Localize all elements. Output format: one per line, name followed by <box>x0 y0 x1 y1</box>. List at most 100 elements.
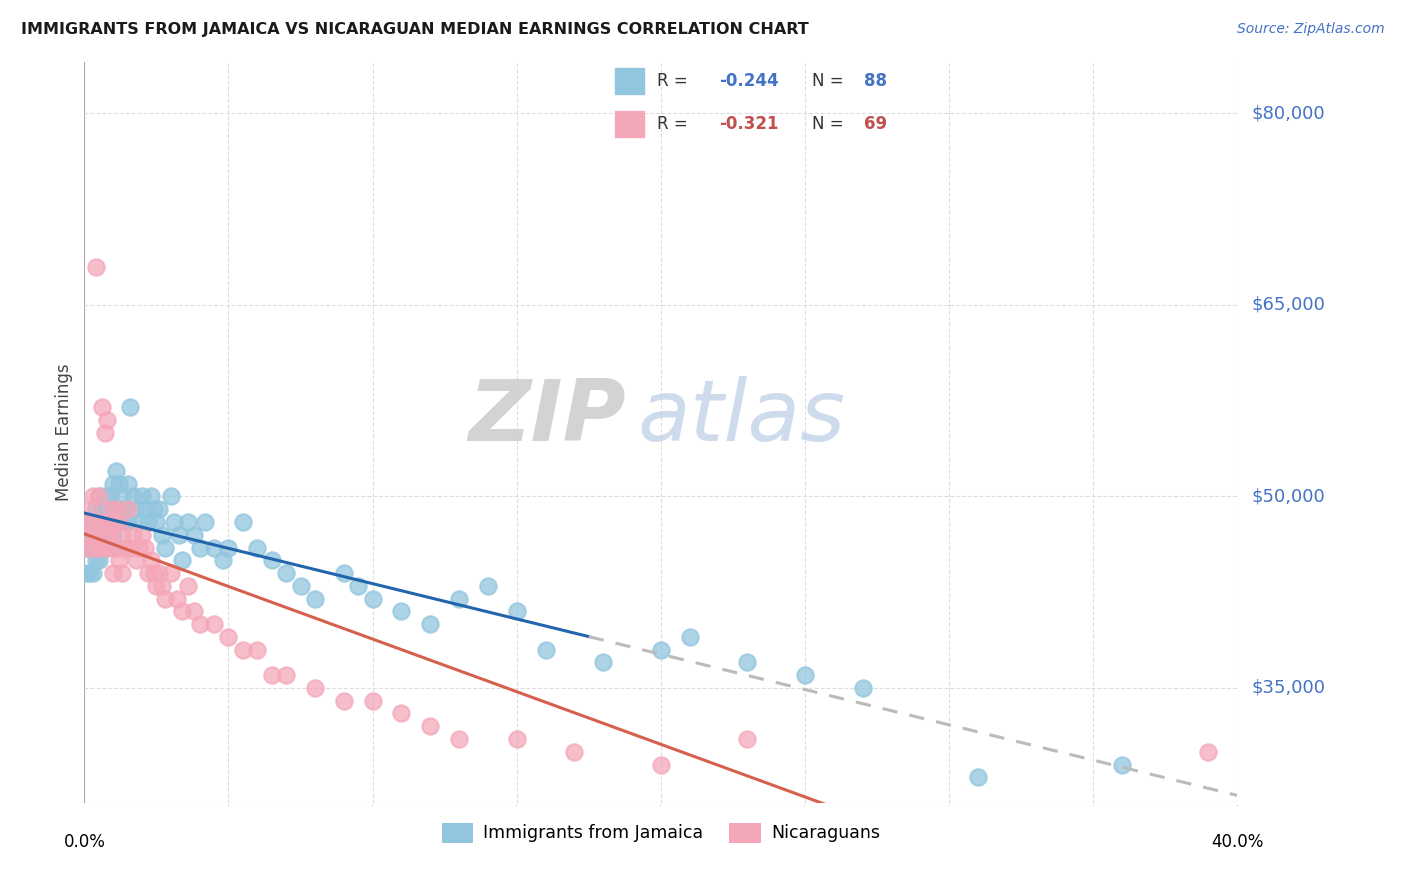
Point <box>419 617 441 632</box>
Point <box>1111 757 1133 772</box>
Point <box>136 515 159 529</box>
Point <box>117 541 139 555</box>
Point <box>134 541 156 555</box>
Point <box>90 527 112 541</box>
Text: $50,000: $50,000 <box>1251 487 1324 506</box>
Point <box>76 515 98 529</box>
Point <box>142 502 165 516</box>
Point <box>260 553 283 567</box>
Text: -0.321: -0.321 <box>718 115 779 133</box>
Point <box>96 413 118 427</box>
Point <box>218 541 240 555</box>
Point <box>564 745 586 759</box>
Point <box>202 617 225 632</box>
Point <box>90 400 112 414</box>
Text: $80,000: $80,000 <box>1251 104 1324 122</box>
Bar <box>614 67 645 95</box>
Point <box>82 515 104 529</box>
Text: 40.0%: 40.0% <box>1211 833 1264 851</box>
Point <box>391 604 413 618</box>
Point <box>82 541 104 555</box>
Point <box>87 527 110 541</box>
Point <box>82 527 104 541</box>
Point <box>177 515 200 529</box>
Point <box>592 656 614 670</box>
Point <box>93 425 115 440</box>
Point <box>103 476 124 491</box>
Point <box>333 694 356 708</box>
Point <box>87 553 110 567</box>
Point <box>108 502 131 516</box>
Point <box>111 515 134 529</box>
Text: IMMIGRANTS FROM JAMAICA VS NICARAGUAN MEDIAN EARNINGS CORRELATION CHART: IMMIGRANTS FROM JAMAICA VS NICARAGUAN ME… <box>21 22 808 37</box>
Point <box>87 515 110 529</box>
Point <box>84 527 107 541</box>
Point <box>111 566 134 580</box>
Point <box>76 566 98 580</box>
Point <box>105 541 128 555</box>
Point <box>114 541 136 555</box>
Text: atlas: atlas <box>638 376 846 459</box>
Point <box>79 541 101 555</box>
Legend: Immigrants from Jamaica, Nicaraguans: Immigrants from Jamaica, Nicaraguans <box>434 815 887 850</box>
Text: 0.0%: 0.0% <box>63 833 105 851</box>
Point <box>304 591 326 606</box>
Point <box>90 502 112 516</box>
Point <box>103 515 124 529</box>
Point <box>82 566 104 580</box>
Point <box>232 515 254 529</box>
Point <box>84 527 107 541</box>
Point <box>87 515 110 529</box>
Point <box>131 527 153 541</box>
Point <box>114 502 136 516</box>
Text: 88: 88 <box>865 72 887 90</box>
Point <box>105 464 128 478</box>
Point <box>90 515 112 529</box>
Y-axis label: Median Earnings: Median Earnings <box>55 364 73 501</box>
Point <box>534 642 557 657</box>
Point <box>93 490 115 504</box>
Point <box>260 668 283 682</box>
Point <box>737 731 759 746</box>
Point <box>333 566 356 580</box>
Point <box>177 579 200 593</box>
Point <box>96 502 118 516</box>
Point <box>82 490 104 504</box>
Point <box>90 541 112 555</box>
Point <box>76 541 98 555</box>
Point <box>218 630 240 644</box>
Point <box>117 515 139 529</box>
Point <box>120 400 142 414</box>
Point <box>145 579 167 593</box>
Bar <box>614 110 645 138</box>
Point <box>276 668 298 682</box>
Point <box>361 694 384 708</box>
Text: 69: 69 <box>865 115 887 133</box>
Point <box>794 668 817 682</box>
Point <box>111 527 134 541</box>
Point <box>131 490 153 504</box>
Point <box>183 527 205 541</box>
Point <box>103 502 124 516</box>
Point <box>108 476 131 491</box>
Point <box>449 591 471 606</box>
Point <box>128 541 150 555</box>
Point <box>160 566 183 580</box>
Point <box>82 515 104 529</box>
Point <box>150 527 173 541</box>
Text: $35,000: $35,000 <box>1251 679 1326 697</box>
Point <box>449 731 471 746</box>
Point <box>98 527 121 541</box>
Point <box>347 579 370 593</box>
Point <box>211 553 233 567</box>
Text: R =: R = <box>657 72 693 90</box>
Point <box>391 706 413 721</box>
Point <box>76 541 98 555</box>
Point <box>90 541 112 555</box>
Point <box>139 490 162 504</box>
Text: $65,000: $65,000 <box>1251 296 1324 314</box>
Point <box>79 527 101 541</box>
Point <box>650 642 672 657</box>
Point <box>194 515 217 529</box>
Point <box>84 502 107 516</box>
